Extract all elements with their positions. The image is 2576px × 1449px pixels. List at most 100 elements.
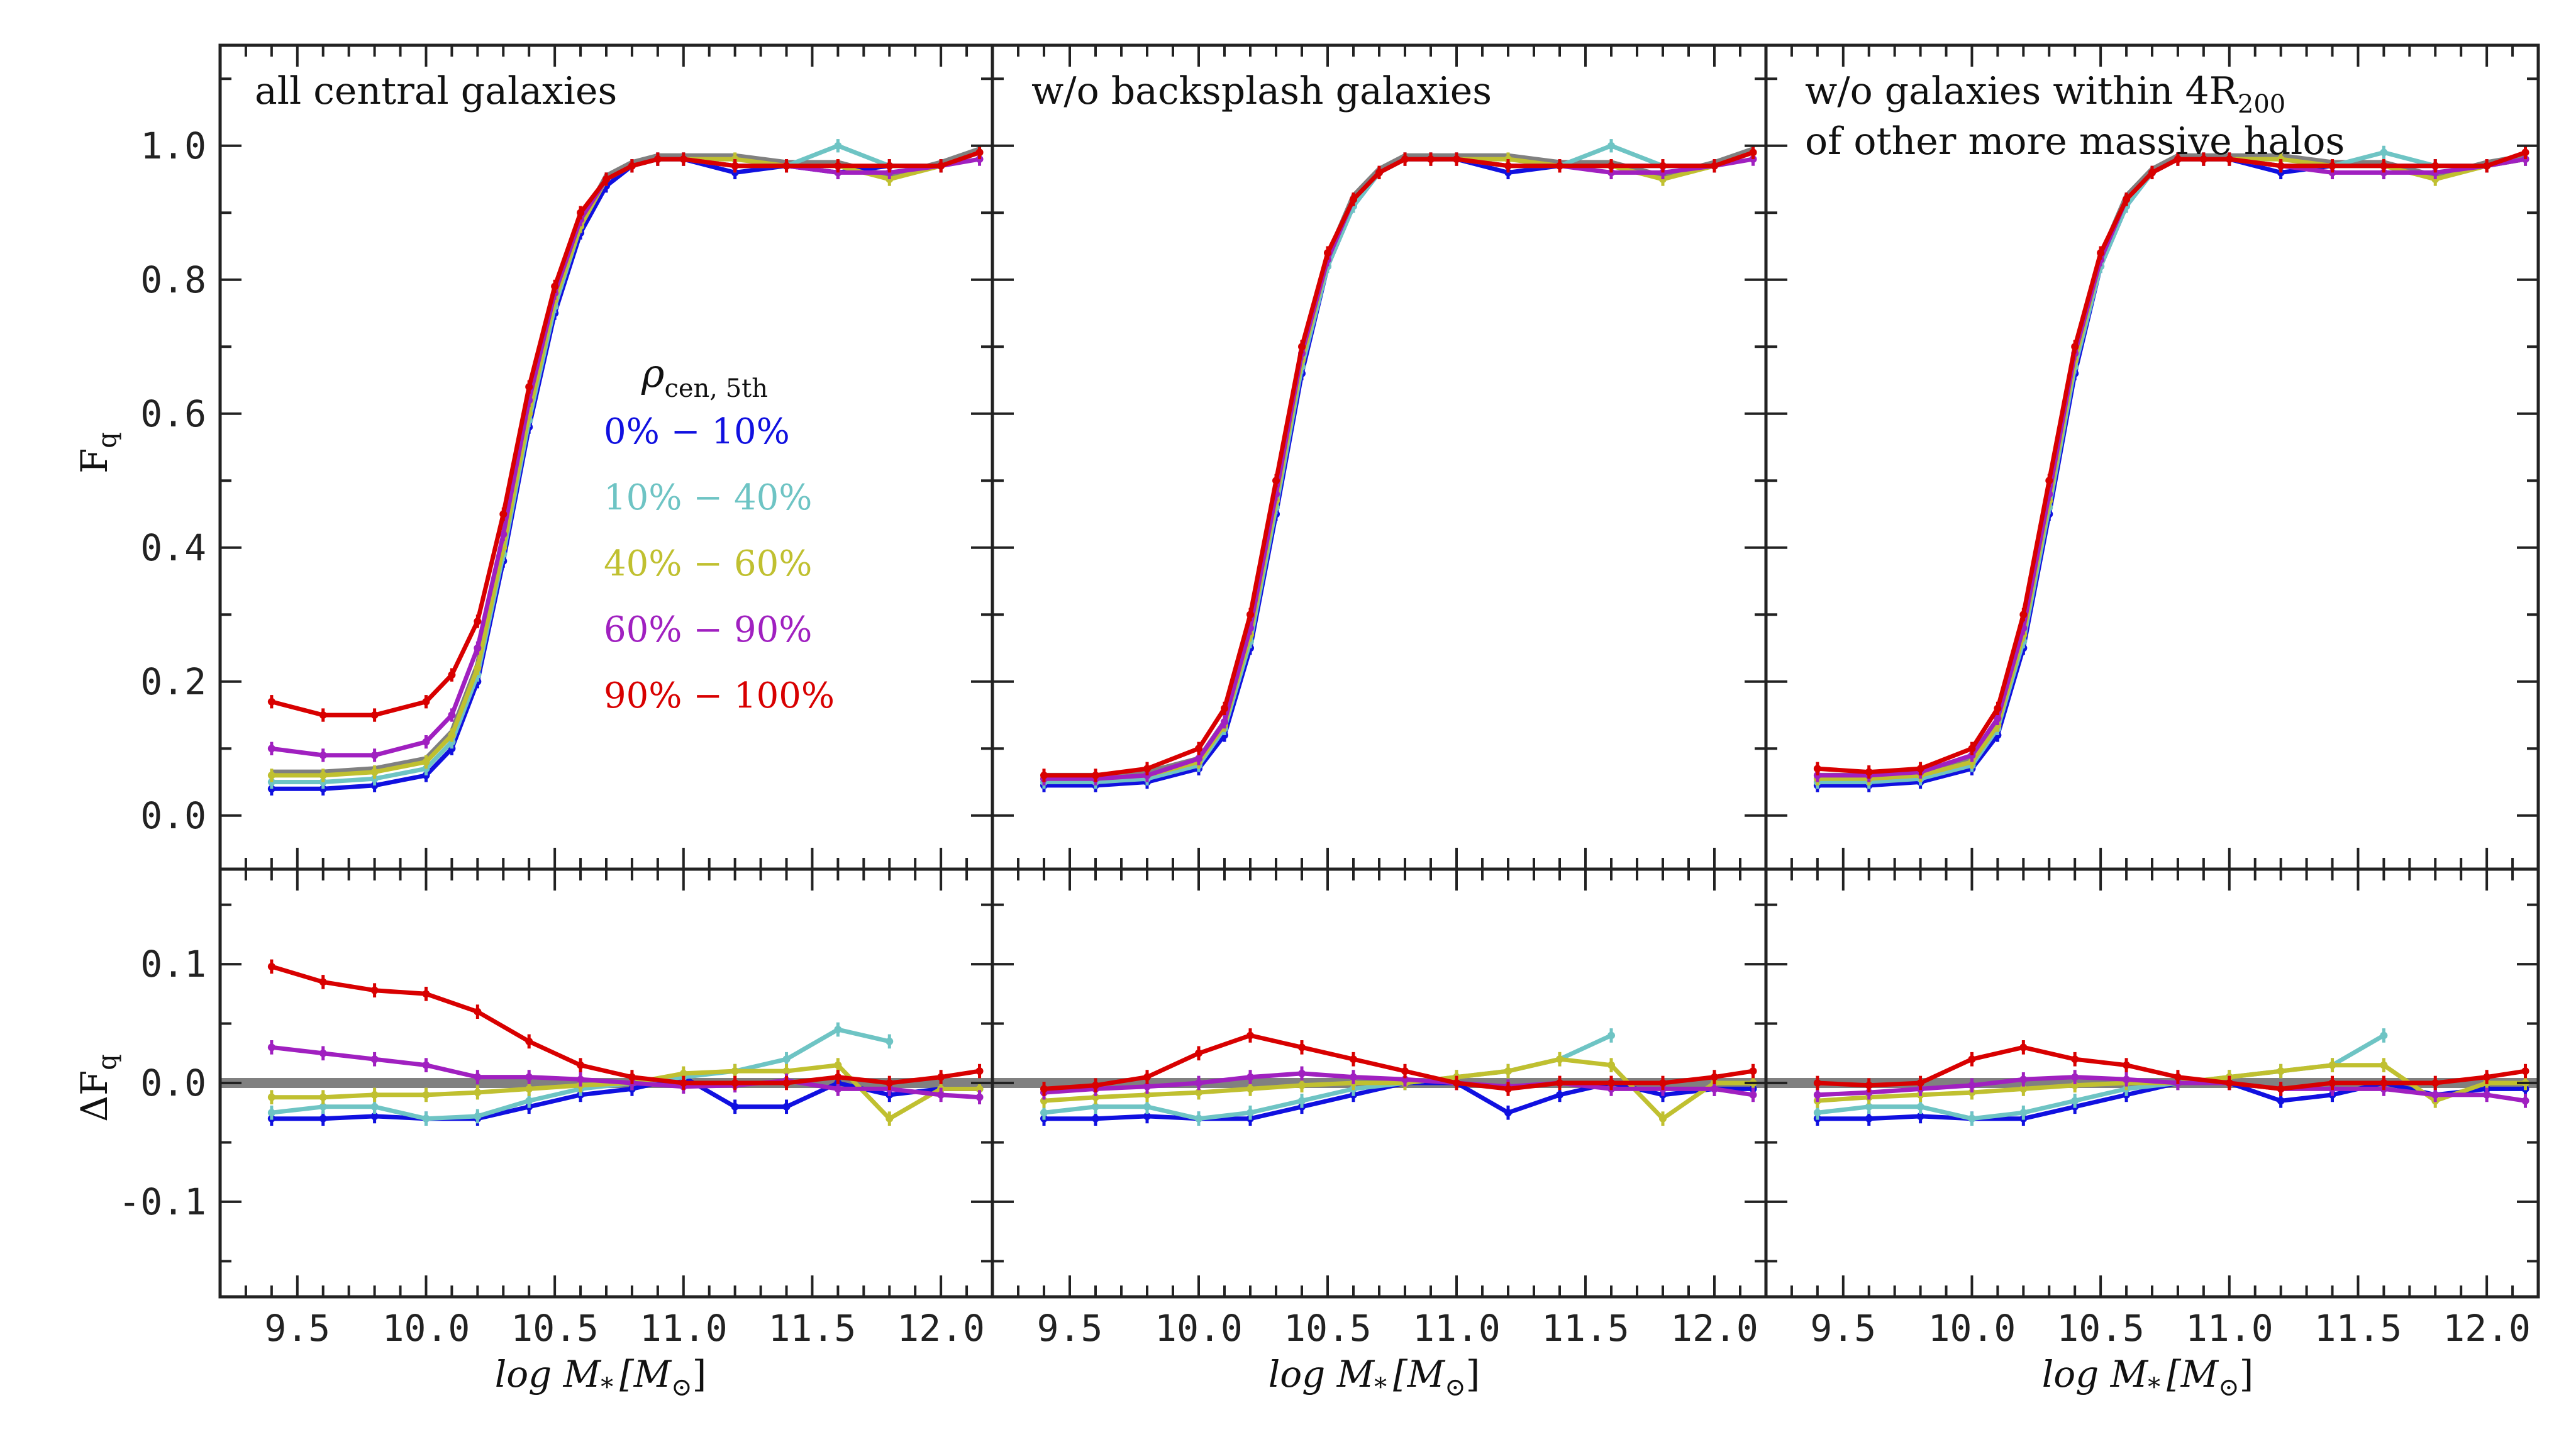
data-point (2328, 1079, 2336, 1087)
data-point (886, 1114, 894, 1123)
data-point (267, 1093, 275, 1101)
data-point (834, 1085, 842, 1093)
data-point (370, 1055, 379, 1063)
data-point (474, 664, 482, 672)
data-point (1556, 1055, 1563, 1063)
data-point (370, 1102, 379, 1111)
x-tick-label: 10.5 (2057, 1307, 2145, 1350)
legend-title: ρcen, 5th (641, 350, 768, 403)
data-point (1298, 1081, 1306, 1089)
panel-title-2-main: w/o galaxies within 4R (1805, 69, 2239, 113)
data-point (319, 711, 327, 719)
data-point (731, 1067, 739, 1075)
xlabel-sub: * (601, 1373, 613, 1402)
data-point (577, 1075, 585, 1084)
y-tick-label: 0.0 (140, 1062, 206, 1104)
data-point (267, 1109, 275, 1117)
data-point (2277, 162, 2285, 170)
data-point (1865, 1081, 1873, 1089)
data-point (1401, 155, 1409, 164)
legend-entry-0: 0% − 10% (604, 411, 790, 452)
data-point (1143, 1102, 1151, 1111)
data-point (834, 1073, 842, 1081)
data-point (1749, 148, 1757, 157)
data-point (2431, 1091, 2440, 1099)
legend-title-symbol: ρ (641, 350, 664, 396)
x-tick-label: 10.0 (1155, 1307, 1243, 1350)
data-point (1427, 155, 1435, 164)
data-point (1813, 1079, 1821, 1087)
data-point (2148, 169, 2156, 177)
data-point (1040, 771, 1048, 779)
data-point (1143, 1073, 1151, 1081)
data-point (525, 1037, 533, 1045)
x-tick-label: 12.0 (1670, 1307, 1758, 1350)
data-point (1711, 162, 1718, 170)
data-point (422, 1061, 430, 1069)
data-point (2123, 195, 2131, 203)
data-point (679, 1069, 687, 1077)
data-point (1916, 765, 1924, 773)
data-point (319, 771, 327, 779)
data-point (1092, 1102, 1099, 1111)
data-point (1711, 1085, 1718, 1093)
y-tick-label: 0.2 (140, 660, 206, 703)
top-ylabel-main: F (73, 448, 116, 474)
xlabel-panel-2: log M* [M⊙] (2042, 1353, 2254, 1402)
data-point (2097, 249, 2105, 257)
series-line-cyan (1044, 143, 1754, 784)
top-ylabel: Fq (73, 432, 122, 474)
xlabel-unit: [M (2167, 1353, 2219, 1396)
labels-layer: Fq ΔFq log M* [M⊙] log M* [M⊙] log M* [M⊙] … (73, 69, 2345, 1402)
xlabel-unit-sub: ⊙ (2218, 1373, 2240, 1402)
xlabel-panel-1: log M* [M⊙] (1269, 1353, 1480, 1402)
x-tick-label: 11.0 (640, 1307, 728, 1350)
panel-2-bottom: 9.5 10.0 10.5 11.0 11.5 12.0 (1764, 867, 2540, 1350)
data-point (1092, 1093, 1099, 1101)
data-point (1659, 1114, 1667, 1123)
data-point (319, 1049, 327, 1057)
x-tick-label: 11.5 (1541, 1307, 1629, 1350)
data-point (319, 1114, 327, 1123)
data-point (2277, 1085, 2285, 1093)
data-point (679, 1079, 687, 1087)
data-point (731, 162, 739, 170)
legend-entry-4: 90% − 100% (604, 675, 835, 716)
data-point (2277, 1097, 2285, 1105)
data-point (1324, 249, 1331, 257)
data-point (1221, 718, 1228, 726)
x-tick-label: 10.5 (511, 1307, 599, 1350)
data-point (2521, 148, 2529, 157)
data-point (1453, 1079, 1460, 1087)
data-point (370, 986, 379, 994)
series-line-red (1044, 150, 1754, 778)
data-point (2071, 1081, 2079, 1089)
x-tick-label: 10.0 (382, 1307, 470, 1350)
data-point (1040, 1097, 1048, 1105)
panel-1-bottom: 9.5 10.0 10.5 11.0 11.5 12.0 (991, 867, 1768, 1350)
data-point (525, 1097, 533, 1105)
panel-title-2: w/o galaxies within 4R200 (1805, 69, 2285, 119)
data-point (474, 1073, 482, 1081)
data-point (370, 1091, 379, 1099)
panels-layer: 0.0 0.2 0.4 0.6 0.8 1.0 9.5 10.0 10.5 11.0 11.5 12.… (118, 43, 2540, 1350)
data-point (2123, 1061, 2131, 1069)
data-point (1350, 1055, 1357, 1063)
data-point (1195, 1049, 1202, 1057)
legend-entry-3: 60% − 90% (604, 609, 812, 650)
data-point (2225, 1079, 2233, 1087)
data-point (1195, 755, 1202, 763)
data-point (1195, 1089, 1202, 1097)
data-point (2123, 1075, 2131, 1084)
data-point (2071, 343, 2079, 351)
data-point (782, 1079, 791, 1087)
data-point (474, 1008, 482, 1016)
data-point (2328, 162, 2336, 170)
data-point (1556, 1079, 1563, 1087)
data-point (2019, 1085, 2028, 1093)
xlabel-close: ] (2240, 1353, 2254, 1396)
data-point (834, 162, 842, 170)
data-point (2380, 1061, 2388, 1069)
data-point (628, 1073, 636, 1081)
data-point (1607, 1031, 1615, 1040)
